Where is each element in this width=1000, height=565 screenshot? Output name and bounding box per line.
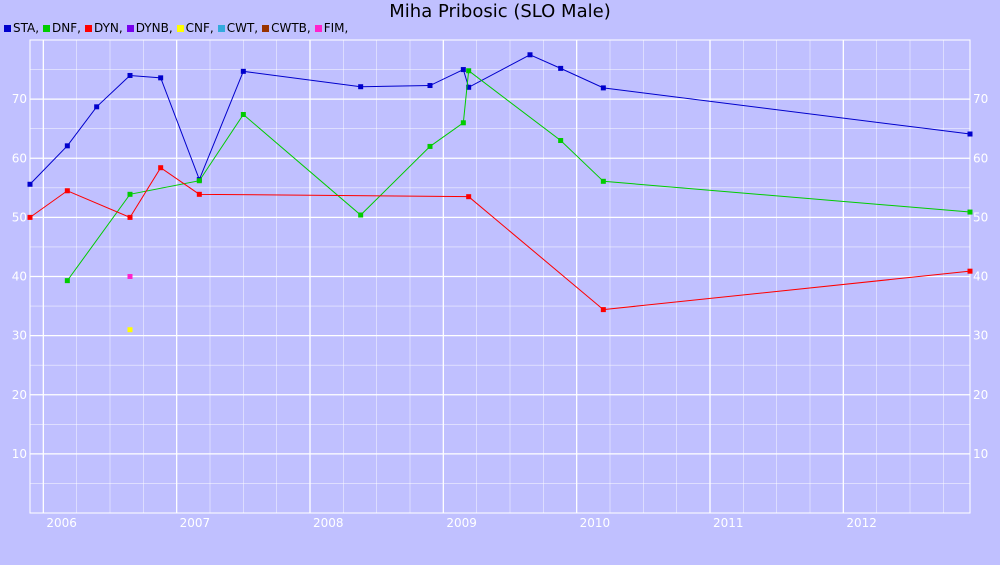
y-tick-label-right: 40 (973, 270, 988, 284)
legend-swatch (126, 25, 134, 32)
legend-label: CWT, (226, 21, 259, 35)
y-tick-label-right: 20 (973, 388, 988, 402)
legend-label: DYNB, (135, 21, 173, 35)
x-tick-label: 2008 (313, 516, 344, 530)
y-tick-label-left: 70 (12, 92, 27, 106)
legend-label: DNF, (52, 21, 81, 35)
data-point-sta (240, 68, 246, 74)
legend-label: FIM, (323, 21, 349, 35)
data-point-dyn (466, 194, 472, 200)
legend-swatch (314, 25, 322, 32)
y-axis-right: 10 20 30 40 50 60 70 (973, 92, 988, 461)
y-tick-label-right: 10 (973, 447, 988, 461)
x-tick-label: 2011 (713, 516, 744, 530)
data-point-dyn (158, 165, 164, 171)
data-point-dnf (600, 178, 606, 184)
data-point-dnf (127, 191, 133, 197)
data-point-dnf (460, 120, 466, 126)
y-tick-label-right: 70 (973, 92, 988, 106)
data-point-dnf (196, 178, 202, 184)
data-point-sta (27, 181, 33, 187)
legend-item-cnf: CNF, (176, 21, 214, 35)
data-point-dnf (967, 209, 973, 215)
data-point-sta (460, 67, 466, 73)
data-point-dyn (967, 268, 973, 274)
data-point-sta (127, 72, 133, 78)
series-dyn (27, 165, 973, 313)
x-tick-label: 2012 (846, 516, 877, 530)
legend-swatch (217, 25, 225, 32)
legend-item-fim: FIM, (314, 21, 349, 35)
x-axis: 2006 2007 2008 2009 2010 2011 2012 (46, 516, 877, 530)
legend-swatch (4, 25, 11, 32)
data-point-sta (967, 131, 973, 137)
x-tick-label: 2007 (180, 516, 211, 530)
chart-title: Miha Pribosic (SLO Male) (389, 1, 611, 22)
legend-swatch (43, 25, 51, 32)
legend-item-dynb: DYNB, (126, 21, 173, 35)
y-tick-label-right: 30 (973, 329, 988, 343)
data-point-sta (94, 104, 100, 110)
y-tick-label-left: 60 (12, 151, 27, 165)
legend-swatch (84, 25, 92, 32)
data-point-cnf (127, 327, 133, 333)
data-point-dyn (127, 214, 133, 220)
y-axis-left: 10 20 30 40 50 60 70 (12, 92, 27, 461)
data-point-dnf (466, 68, 472, 74)
y-tick-label-right: 50 (973, 210, 988, 224)
legend-item-cwtb: CWTB, (262, 21, 311, 35)
data-point-dnf (558, 138, 564, 144)
data-point-dnf (358, 212, 364, 218)
y-tick-label-left: 50 (12, 210, 27, 224)
data-point-dyn (196, 191, 202, 197)
data-point-fim (127, 274, 133, 279)
data-point-sta (64, 143, 70, 149)
legend: STA, DNF, DYN, DYNB, CNF, CWT, CWTB, FIM, (4, 21, 352, 35)
data-point-sta (358, 84, 364, 90)
data-point-dyn (600, 307, 606, 313)
legend-label: CWTB, (271, 21, 311, 35)
grid (30, 40, 970, 513)
legend-item-dyn: DYN, (84, 21, 123, 35)
data-point-sta (558, 65, 564, 71)
y-tick-label-left: 10 (12, 447, 27, 461)
legend-item-dnf: DNF, (43, 21, 81, 35)
series-fim (127, 274, 133, 279)
data-point-dnf (240, 111, 246, 117)
legend-swatch (262, 25, 270, 32)
y-tick-label-left: 40 (12, 270, 27, 284)
data-point-sta (600, 85, 606, 91)
series-sta (27, 52, 973, 187)
data-point-sta (158, 75, 164, 81)
y-tick-label-left: 20 (12, 388, 27, 402)
legend-item-sta: STA, (4, 21, 39, 35)
legend-label: CNF, (185, 21, 214, 35)
data-point-dnf (64, 278, 70, 284)
x-tick-label: 2009 (446, 516, 477, 530)
y-tick-label-left: 30 (12, 329, 27, 343)
data-point-dnf (427, 143, 433, 149)
legend-label: DYN, (93, 21, 123, 35)
series-cnf (127, 327, 133, 333)
data-point-dyn (64, 188, 70, 194)
x-tick-label: 2006 (46, 516, 77, 530)
series-line-dyn (29, 167, 971, 311)
data-point-dyn (27, 214, 33, 220)
y-tick-label-right: 60 (973, 151, 988, 165)
data-point-sta (527, 52, 533, 58)
legend-item-cwt: CWT, (217, 21, 259, 35)
data-point-sta (427, 83, 433, 89)
series-layer (27, 52, 973, 333)
legend-label: STA, (13, 21, 40, 35)
data-point-sta (466, 84, 472, 90)
x-tick-label: 2010 (580, 516, 611, 530)
series-dnf (64, 68, 973, 284)
legend-swatch (176, 25, 184, 32)
